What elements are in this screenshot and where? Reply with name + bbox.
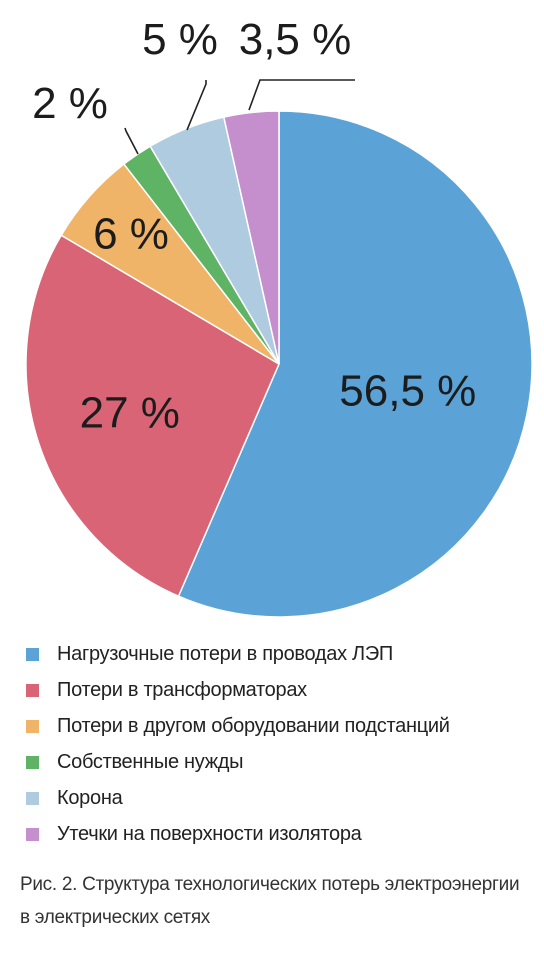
pie-slice	[222, 110, 280, 365]
pie-chart: 56,5 % 27 % 6 % 2 % 5 % 3,5 %	[25, 15, 533, 618]
legend: Нагрузочные потери в проводах ЛЭП Потери…	[26, 636, 536, 852]
slice-data-label: 3,5 %	[239, 15, 352, 64]
legend-item: Потери в трансформаторах	[26, 672, 536, 708]
legend-label: Утечки на поверхности изолятора	[57, 822, 362, 845]
legend-label: Корона	[57, 786, 123, 809]
legend-swatch	[26, 791, 39, 805]
leader-line	[186, 80, 207, 131]
caption-line: Рис. 2. Структура технологических потерь…	[20, 874, 520, 895]
legend-swatch	[26, 683, 39, 697]
leader-line	[124, 127, 139, 155]
legend-label: Потери в трансформаторах	[57, 678, 307, 701]
pie-slice	[25, 234, 280, 598]
slice-data-label: 56,5 %	[339, 367, 476, 416]
figure-caption: Рис. 2. Структура технологических потерь…	[20, 868, 535, 934]
legend-swatch	[26, 719, 39, 733]
leader-line	[248, 79, 355, 111]
pie-slice	[177, 110, 533, 618]
legend-swatch	[26, 647, 39, 661]
legend-label: Нагрузочные потери в проводах ЛЭП	[57, 642, 393, 665]
slice-data-label: 2 %	[32, 79, 108, 128]
legend-swatch	[26, 827, 39, 841]
legend-item: Собственные нужды	[26, 744, 536, 780]
legend-item: Корона	[26, 780, 536, 816]
legend-item: Нагрузочные потери в проводах ЛЭП	[26, 636, 536, 672]
legend-label: Потери в другом оборудовании подстанций	[57, 714, 450, 737]
legend-item: Потери в другом оборудовании подстанций	[26, 708, 536, 744]
slice-data-label: 27 %	[80, 389, 180, 438]
legend-swatch	[26, 755, 39, 769]
slice-data-label: 5 %	[142, 15, 218, 64]
legend-item: Утечки на поверхности изолятора	[26, 816, 536, 852]
legend-label: Собственные нужды	[57, 750, 244, 773]
caption-line: в электрических сетях	[20, 907, 211, 928]
slice-data-label: 6 %	[93, 210, 169, 259]
